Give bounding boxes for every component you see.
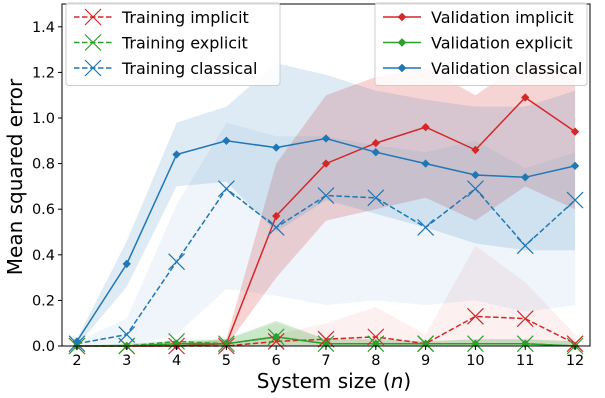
- training-classical-point: [417, 219, 435, 236]
- training-classical-point: [68, 335, 86, 353]
- training-classical-legend-label: Training classical: [121, 59, 257, 78]
- legend-frame: [65, 2, 281, 86]
- validation-classical-point: [471, 170, 480, 180]
- y-tick-label: 1.0: [32, 111, 55, 127]
- y-tick-label: 0.0: [32, 339, 55, 355]
- training-classical-point: [267, 219, 285, 236]
- training-classical-legend-marker: [84, 59, 102, 77]
- x-tick-label: 2: [72, 353, 81, 369]
- validation-implicit-point: [421, 122, 430, 132]
- training-explicit-band: [76, 323, 576, 346]
- validation-implicit-legend-label: Validation implicit: [431, 8, 574, 27]
- y-tick-label: 0.4: [32, 248, 55, 264]
- validation-implicit-point: [570, 127, 580, 136]
- y-tick-label: 0.6: [32, 202, 55, 218]
- training-classical-band: [76, 122, 576, 346]
- training-implicit-point: [467, 307, 484, 325]
- validation-classical-point: [570, 161, 580, 171]
- x-axis-title: System size (n): [257, 369, 411, 393]
- validation-classical-point: [172, 150, 181, 159]
- training-explicit-point: [168, 333, 185, 350]
- x-tick-label: 4: [172, 353, 181, 369]
- training-explicit-point: [516, 335, 534, 353]
- validation-classical-point: [521, 173, 530, 182]
- validation-implicit-point: [321, 159, 331, 168]
- x-tick-label: 8: [371, 353, 380, 369]
- x-tick-label: 9: [421, 353, 430, 369]
- validation-implicit-point: [521, 93, 530, 102]
- x-tick-label: 6: [272, 353, 281, 369]
- training-implicit-legend-label: Training implicit: [121, 8, 249, 27]
- training-classical-point: [168, 253, 185, 271]
- training-explicit-point: [267, 328, 285, 346]
- validation-implicit-legend-marker: [397, 12, 407, 22]
- validation-implicit-point: [272, 211, 281, 221]
- training-classical-point: [516, 237, 534, 255]
- y-tick-label: 1.2: [32, 65, 55, 81]
- x-tick-label: 10: [466, 353, 484, 369]
- training-explicit-point: [467, 335, 484, 353]
- validation-classical-point: [272, 143, 281, 152]
- training-implicit-point: [566, 335, 584, 353]
- validation-explicit-legend-label: Validation explicit: [431, 34, 573, 53]
- y-tick-label: 0.2: [32, 293, 55, 309]
- training-classical-point: [467, 180, 484, 198]
- validation-classical-point: [321, 134, 331, 143]
- validation-classical-point: [122, 259, 131, 269]
- training-explicit-point: [367, 335, 385, 353]
- x-tick-label: 11: [516, 353, 534, 369]
- legend-training: Training implicit Training explicit Traini…: [65, 2, 281, 86]
- training-classical-point: [118, 326, 136, 344]
- legend-validation: Validation implicit Validation explicit Va…: [374, 2, 588, 86]
- training-classical-point: [566, 191, 584, 209]
- legend-frame: [374, 2, 588, 86]
- training-explicit-legend-marker: [84, 34, 102, 51]
- training-explicit-point: [417, 335, 435, 353]
- validation-implicit-point: [471, 145, 480, 155]
- training-classical-point: [317, 187, 335, 204]
- training-implicit-point: [317, 330, 335, 348]
- training-explicit-point: [217, 335, 235, 353]
- validation-classical-legend-marker: [397, 63, 407, 73]
- training-implicit-point: [516, 310, 534, 328]
- training-implicit-point: [267, 333, 285, 350]
- x-tick-label: 5: [222, 353, 231, 369]
- y-tick-label: 0.8: [32, 157, 55, 173]
- validation-classical-point: [371, 148, 380, 157]
- validation-implicit-point: [371, 138, 380, 148]
- confidence-bands: [76, 61, 576, 347]
- validation-classical-point: [72, 337, 82, 346]
- x-tick-label: 7: [321, 353, 330, 369]
- validation-classical-band: [76, 63, 576, 347]
- validation-explicit-legend-marker: [397, 38, 407, 47]
- x-tick-label: 12: [566, 353, 584, 369]
- training-classical-point: [367, 189, 385, 207]
- y-axis-title: Mean squared error: [3, 78, 27, 275]
- validation-classical-point: [421, 159, 430, 168]
- training-implicit-legend-marker: [84, 8, 102, 26]
- training-implicit-band: [76, 245, 576, 346]
- validation-implicit-band: [76, 61, 576, 346]
- training-classical-point: [217, 180, 235, 198]
- training-implicit-point: [367, 328, 385, 346]
- x-tick-label: 3: [122, 353, 131, 369]
- x-axis-title-variable: n: [391, 369, 404, 393]
- validation-classical-legend-label: Validation classical: [431, 59, 582, 78]
- training-explicit-legend-label: Training explicit: [121, 34, 248, 53]
- y-tick-label: 1.4: [32, 20, 55, 36]
- validation-classical-point: [222, 136, 231, 145]
- training-classical-line: [76, 187, 576, 345]
- training-explicit-point: [317, 335, 335, 353]
- axis-ticks: 2 3 4 5 6 7 8 9 10 11 12 0.0 0.2 0.4 0.6 0.8 1.0 1.2 1.4: [32, 20, 584, 369]
